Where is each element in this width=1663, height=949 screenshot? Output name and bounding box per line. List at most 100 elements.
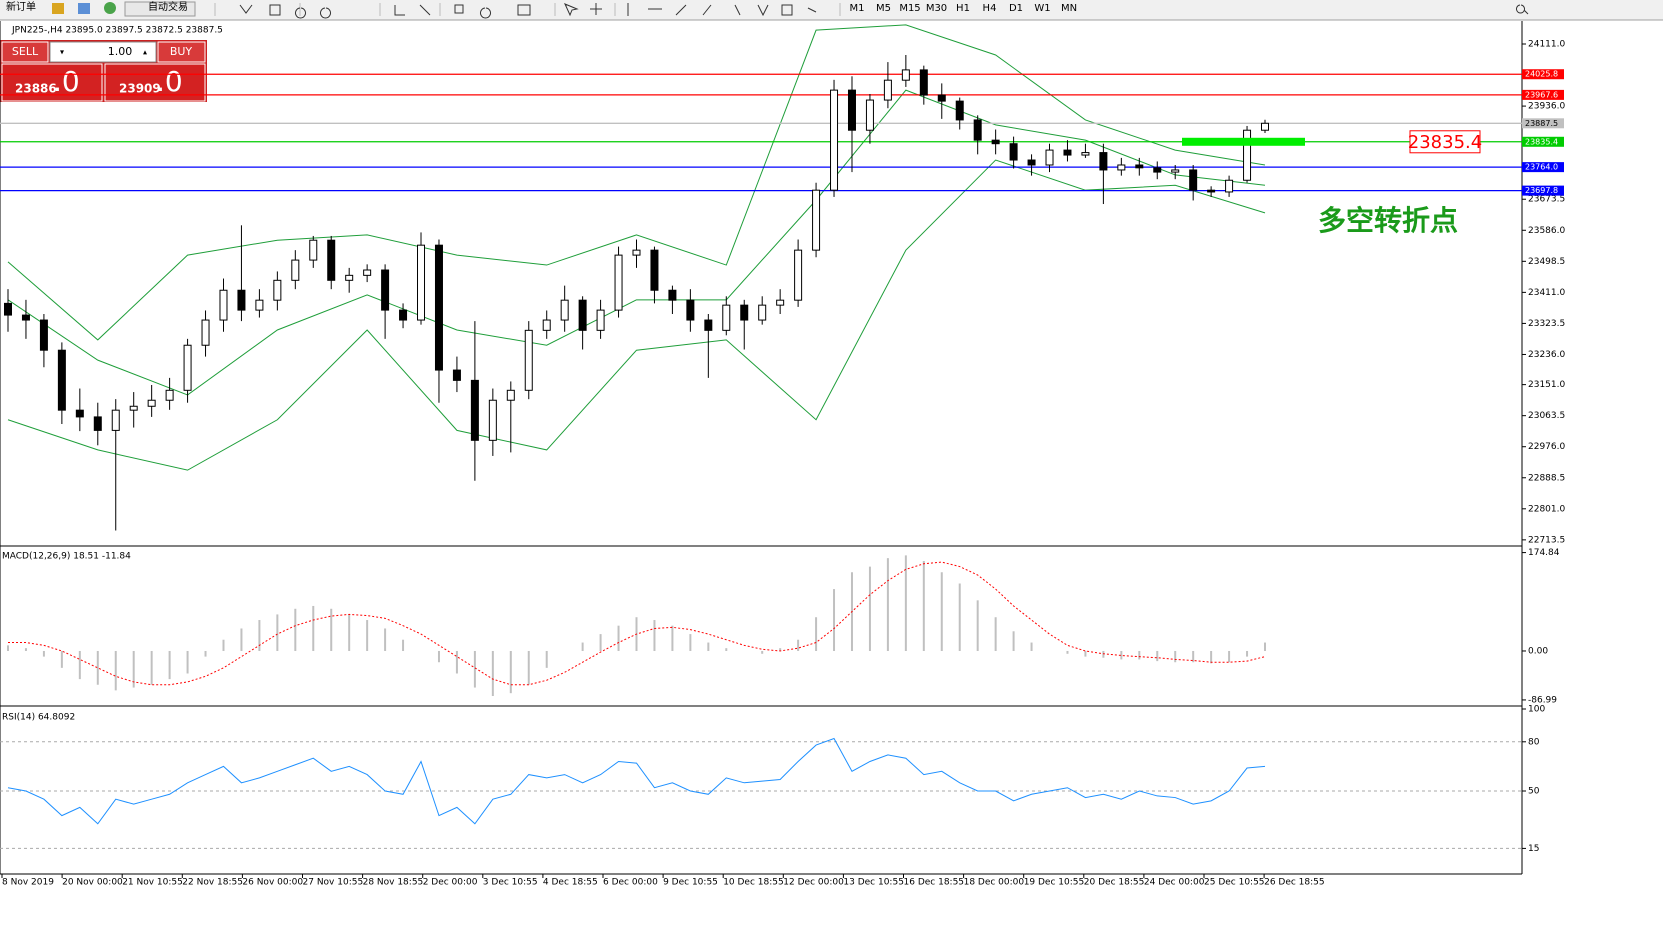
sell-pips: .0 xyxy=(53,65,80,98)
x-tick-label: 20 Nov 00:00 xyxy=(62,878,123,888)
y-tick-label: 22801.0 xyxy=(1528,504,1565,514)
y-tick-label: 23236.0 xyxy=(1528,350,1565,360)
candle-body xyxy=(470,379,479,441)
candle-body xyxy=(39,319,48,351)
toolbar-bg xyxy=(0,0,1663,20)
icon[interactable] xyxy=(78,3,90,14)
level-tag xyxy=(1522,69,1564,80)
candle-body xyxy=(847,89,856,131)
lot-value[interactable]: 1.00 xyxy=(108,45,133,58)
sell-label[interactable]: SELL xyxy=(12,45,39,58)
y-tick-label: 24111.0 xyxy=(1528,39,1565,49)
new-order-button[interactable]: 新订单 xyxy=(6,0,36,13)
candle-body xyxy=(381,269,390,311)
buy-pips: .0 xyxy=(156,65,183,98)
icon[interactable] xyxy=(52,3,64,14)
candle-body xyxy=(830,89,839,191)
timeframe-button[interactable]: W1 xyxy=(1034,3,1050,14)
x-tick-label: 19 Dec 10:55 xyxy=(1024,878,1085,888)
level-label: 23887.5 xyxy=(1525,119,1558,128)
candle-body xyxy=(883,79,892,101)
search-icon[interactable] xyxy=(1516,4,1529,15)
candle-body xyxy=(21,314,30,321)
x-tick-label: 27 Nov 10:55 xyxy=(303,878,364,888)
candle-body xyxy=(1009,143,1018,161)
candle-body xyxy=(488,399,497,441)
y-tick-label: 23323.5 xyxy=(1528,319,1565,329)
timeframe-button[interactable]: H4 xyxy=(983,3,997,14)
candle-body xyxy=(1261,122,1269,131)
candle-body xyxy=(524,329,533,391)
candle-body xyxy=(417,244,426,321)
separators xyxy=(214,3,841,16)
candle-body xyxy=(794,249,803,301)
y-tick-label: 0.00 xyxy=(1528,646,1548,656)
timeframe-button[interactable]: MN xyxy=(1061,3,1077,14)
indicator-title: MACD(12,26,9) 18.51 -11.84 xyxy=(2,552,131,562)
tool-icons[interactable] xyxy=(239,3,817,19)
y-tick-label: 23936.0 xyxy=(1528,102,1565,112)
candle-body xyxy=(596,309,605,331)
buy-button[interactable] xyxy=(157,41,206,63)
sell-price: 23886 xyxy=(15,82,57,96)
icon[interactable] xyxy=(104,2,116,14)
candle-body xyxy=(93,416,102,431)
candle-body xyxy=(865,99,874,131)
rsi-line xyxy=(7,737,1266,825)
candle-body xyxy=(452,369,461,381)
auto-trade-label[interactable]: 自动交易 xyxy=(148,0,188,13)
candle-body xyxy=(776,299,785,306)
buy-label[interactable]: BUY xyxy=(170,45,193,58)
level-tag xyxy=(1522,136,1564,147)
timeframe-button[interactable]: D1 xyxy=(1009,3,1023,14)
candle-body xyxy=(1153,167,1162,173)
level-label: 23835.4 xyxy=(1525,137,1558,146)
lot-input[interactable] xyxy=(49,41,157,63)
timeframe-button[interactable]: M15 xyxy=(899,3,920,14)
level-label: 23764.0 xyxy=(1525,163,1558,172)
x-tick-label: 21 Nov 10:55 xyxy=(122,878,183,888)
lot-up[interactable]: ▴ xyxy=(143,48,147,57)
macd-signal xyxy=(8,561,1266,686)
lot-down[interactable]: ▾ xyxy=(60,48,64,57)
candle-body xyxy=(1189,169,1198,191)
candle-body xyxy=(1117,164,1126,171)
x-tick-label: 10 Dec 18:55 xyxy=(723,878,784,888)
candle-body xyxy=(722,304,731,331)
y-tick-label: 22713.5 xyxy=(1528,535,1565,545)
candle-body xyxy=(165,389,174,401)
y-tick-label: -86.99 xyxy=(1528,695,1557,705)
annotation: 多空转折点 xyxy=(1318,204,1458,237)
y-tick-label: 23151.0 xyxy=(1528,380,1565,390)
candle-body xyxy=(578,299,587,331)
candle-body xyxy=(1207,189,1216,193)
timeframe-button[interactable]: H1 xyxy=(956,3,970,14)
candle-body xyxy=(901,69,910,81)
candle-body xyxy=(1225,179,1234,193)
candle-body xyxy=(434,244,443,371)
candle-body xyxy=(309,239,318,261)
candle-body xyxy=(758,304,767,321)
x-tick-label: 20 Dec 18:55 xyxy=(1084,878,1145,888)
candle-body xyxy=(111,409,120,431)
candle-body xyxy=(1135,164,1144,169)
candle-body xyxy=(129,405,138,411)
timeframe-button[interactable]: M5 xyxy=(876,3,891,14)
candle-body xyxy=(506,389,515,401)
candle-body xyxy=(147,399,156,407)
sell-button[interactable] xyxy=(1,41,49,63)
candle-body xyxy=(4,302,12,316)
timeframe-button[interactable]: M1 xyxy=(850,3,865,14)
candle-body xyxy=(363,269,372,276)
candle-body xyxy=(614,254,623,311)
candle-body xyxy=(740,304,749,321)
x-tick-label: 16 Dec 18:55 xyxy=(904,878,965,888)
candle-body xyxy=(650,249,659,291)
candle-body xyxy=(75,409,84,418)
candle-body xyxy=(937,94,946,102)
auto-trade-button[interactable] xyxy=(124,1,196,17)
candle-body xyxy=(1171,169,1180,173)
timeframe-button[interactable]: M30 xyxy=(926,3,947,14)
candle-body xyxy=(1063,149,1072,156)
candle-body xyxy=(1099,152,1108,171)
